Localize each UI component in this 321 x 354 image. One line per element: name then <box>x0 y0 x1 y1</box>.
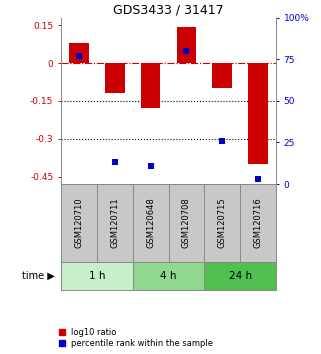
Bar <box>248 63 268 164</box>
Bar <box>141 63 160 108</box>
Bar <box>69 43 89 63</box>
Legend: log10 ratio, percentile rank within the sample: log10 ratio, percentile rank within the … <box>59 328 213 348</box>
Text: GSM120715: GSM120715 <box>218 198 227 249</box>
Point <box>184 48 189 54</box>
Text: GSM120708: GSM120708 <box>182 198 191 249</box>
Text: GSM120716: GSM120716 <box>254 198 263 249</box>
Text: 24 h: 24 h <box>229 271 252 281</box>
Bar <box>61 262 133 290</box>
Bar <box>213 63 232 88</box>
Text: GSM120648: GSM120648 <box>146 198 155 249</box>
Text: time ▶: time ▶ <box>22 271 55 281</box>
Bar <box>133 262 204 290</box>
Bar <box>177 27 196 63</box>
Point <box>76 53 82 59</box>
Text: 1 h: 1 h <box>89 271 105 281</box>
Bar <box>105 63 125 93</box>
Bar <box>204 262 276 290</box>
Text: 4 h: 4 h <box>160 271 177 281</box>
Text: GSM120710: GSM120710 <box>74 198 83 249</box>
Title: GDS3433 / 31417: GDS3433 / 31417 <box>113 4 224 17</box>
Point <box>220 138 225 144</box>
Point <box>112 160 117 165</box>
Point <box>256 176 261 182</box>
Point <box>148 163 153 169</box>
Text: GSM120711: GSM120711 <box>110 198 119 249</box>
